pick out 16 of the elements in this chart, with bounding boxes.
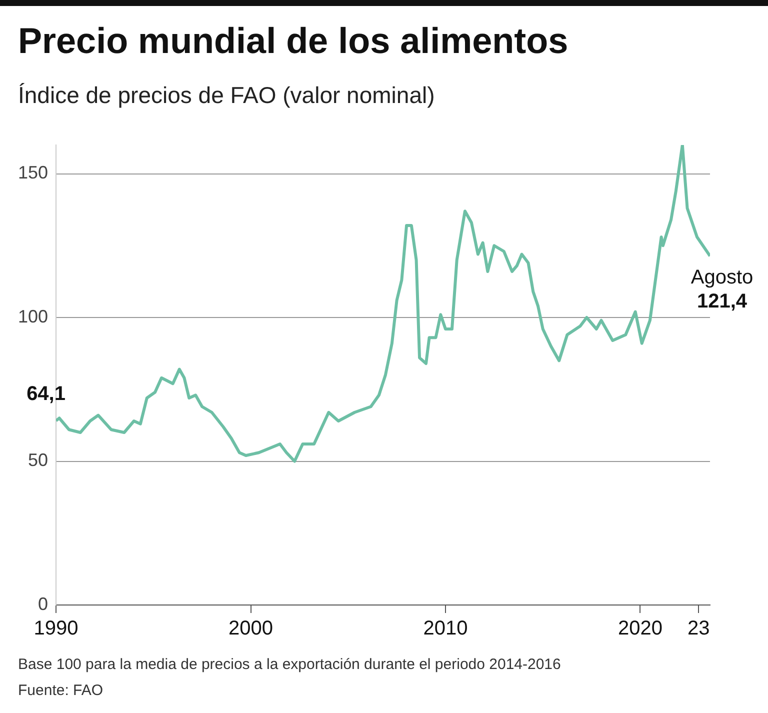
chart-title: Precio mundial de los alimentos — [18, 20, 568, 62]
x-tick-label: 2020 — [618, 618, 662, 640]
annotation: Agosto — [690, 266, 754, 288]
x-tick-label: 1990 — [34, 618, 78, 640]
chart-subtitle: Índice de precios de FAO (valor nominal) — [18, 82, 435, 109]
annotation: 64,1 — [26, 383, 66, 406]
y-tick-label: 50 — [28, 450, 48, 470]
x-tick-label: 2000 — [228, 618, 274, 640]
y-tick-label: 100 — [18, 306, 48, 326]
source-note: Fuente: FAO — [18, 681, 104, 701]
text: Base 100 para la media de precios a la exportación durante el periodo 2014-2016 — [18, 655, 561, 675]
y-tick-label: 0 — [38, 594, 48, 614]
annotation: 121,4 — [696, 290, 748, 312]
x-tick-label: 2010 — [423, 618, 468, 640]
x-tick-label: 23 — [688, 618, 710, 640]
y-tick-label: 150 — [18, 162, 48, 183]
